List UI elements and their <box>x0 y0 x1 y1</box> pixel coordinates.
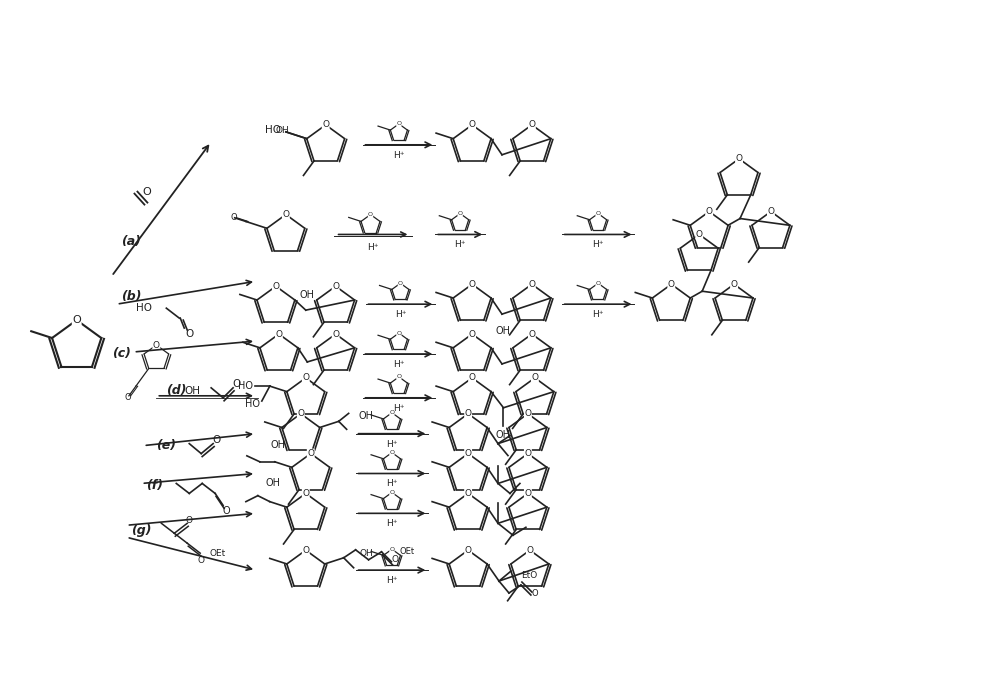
Text: OH: OH <box>299 290 314 300</box>
Text: H⁺: H⁺ <box>592 310 604 319</box>
Text: O: O <box>668 280 675 289</box>
Text: O: O <box>368 212 373 217</box>
Text: O: O <box>696 230 703 239</box>
Text: O: O <box>307 449 314 458</box>
Text: O: O <box>465 449 472 458</box>
Text: OH: OH <box>275 126 289 135</box>
Text: O: O <box>212 434 220 445</box>
Text: O: O <box>297 409 304 418</box>
Text: H⁺: H⁺ <box>393 404 405 413</box>
Text: O: O <box>706 207 713 216</box>
Text: (a): (a) <box>122 235 141 248</box>
Text: O: O <box>282 210 289 219</box>
Text: O: O <box>528 120 535 129</box>
Text: O: O <box>389 450 394 455</box>
Text: O: O <box>275 329 282 338</box>
Text: OH: OH <box>265 477 280 488</box>
Text: (b): (b) <box>122 290 142 303</box>
Text: O: O <box>396 374 401 379</box>
Text: HO: HO <box>245 399 260 409</box>
Text: O: O <box>389 546 394 552</box>
Text: OH: OH <box>360 549 373 558</box>
Text: EtO: EtO <box>521 571 537 580</box>
Text: O: O <box>272 282 279 291</box>
Text: H⁺: H⁺ <box>386 440 398 449</box>
Text: O: O <box>531 373 538 382</box>
Text: O: O <box>396 331 401 335</box>
Text: O: O <box>230 213 237 222</box>
Text: OEt: OEt <box>399 547 415 556</box>
Text: O: O <box>232 379 240 389</box>
Text: O: O <box>465 546 472 555</box>
Text: O: O <box>302 546 309 555</box>
Text: O: O <box>302 373 309 382</box>
Text: O: O <box>528 280 535 289</box>
Text: O: O <box>72 315 81 325</box>
Text: (e): (e) <box>156 439 176 452</box>
Text: HO: HO <box>238 381 253 391</box>
Text: O: O <box>398 280 403 286</box>
Text: H⁺: H⁺ <box>386 480 398 489</box>
Text: OH: OH <box>495 326 510 336</box>
Text: O: O <box>222 507 230 516</box>
Text: O: O <box>186 516 193 525</box>
Text: O: O <box>332 329 339 338</box>
Text: O: O <box>526 546 533 555</box>
Text: H⁺: H⁺ <box>386 519 398 528</box>
Text: O: O <box>524 489 531 498</box>
Text: O: O <box>198 555 205 564</box>
Text: OH: OH <box>359 411 374 421</box>
Text: H⁺: H⁺ <box>592 240 604 249</box>
Text: (d): (d) <box>166 384 187 397</box>
Text: O: O <box>731 280 738 289</box>
Text: O: O <box>392 555 399 564</box>
Text: O: O <box>736 155 743 164</box>
Text: H⁺: H⁺ <box>454 240 466 249</box>
Text: O: O <box>469 280 476 289</box>
Text: OH: OH <box>184 386 200 396</box>
Text: O: O <box>469 329 476 338</box>
Text: H⁺: H⁺ <box>395 310 406 319</box>
Text: (c): (c) <box>112 347 130 361</box>
Text: H⁺: H⁺ <box>386 576 398 585</box>
Text: OEt: OEt <box>209 548 225 557</box>
Text: O: O <box>532 589 538 598</box>
Text: O: O <box>125 393 132 402</box>
Text: O: O <box>396 121 401 127</box>
Text: OH: OH <box>496 429 511 440</box>
Text: O: O <box>767 207 774 216</box>
Text: O: O <box>332 282 339 291</box>
Text: O: O <box>465 409 472 418</box>
Text: O: O <box>524 449 531 458</box>
Text: O: O <box>185 329 193 339</box>
Text: O: O <box>458 211 463 216</box>
Text: O: O <box>153 340 160 349</box>
Text: H⁺: H⁺ <box>393 151 405 160</box>
Text: O: O <box>469 373 476 382</box>
Text: O: O <box>524 409 531 418</box>
Text: O: O <box>596 211 601 216</box>
Text: O: O <box>469 120 476 129</box>
Text: HO: HO <box>136 303 152 313</box>
Text: O: O <box>142 187 151 197</box>
Text: HO: HO <box>265 125 281 135</box>
Text: O: O <box>389 490 394 495</box>
Text: O: O <box>322 120 329 129</box>
Text: H⁺: H⁺ <box>393 360 405 369</box>
Text: O: O <box>596 280 601 286</box>
Text: (g): (g) <box>131 524 152 537</box>
Text: O: O <box>302 489 309 498</box>
Text: O: O <box>465 489 472 498</box>
Text: (f): (f) <box>146 479 163 492</box>
Text: H⁺: H⁺ <box>367 244 378 253</box>
Text: O: O <box>389 410 394 416</box>
Text: O: O <box>528 329 535 338</box>
Text: OH: OH <box>270 440 285 450</box>
